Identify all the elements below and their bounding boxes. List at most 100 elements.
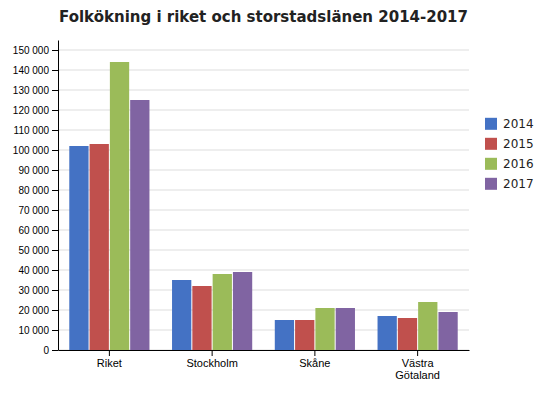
plot: 0 10 000 20 000 30 000 40 000 50 000 60 000 70 … [13, 41, 470, 382]
tick: 130 000 [13, 85, 58, 96]
tick: 0 [43, 345, 58, 356]
tick: 90 000 [18, 165, 58, 176]
bar [418, 302, 437, 350]
tick: 70 000 [18, 205, 58, 216]
tick: 110 000 [14, 125, 58, 136]
grid [58, 50, 469, 350]
bar-series [130, 100, 458, 350]
bar [110, 62, 129, 350]
axis-line [59, 350, 470, 351]
bar [90, 144, 109, 350]
legend-label: 2016 [503, 157, 534, 171]
axis-line [58, 41, 59, 351]
legend-item: 2017 [485, 177, 534, 191]
bar [233, 272, 252, 350]
tick-mark [109, 350, 110, 356]
tick-label: 0 [43, 345, 49, 356]
bars [69, 62, 457, 350]
grid-line [58, 50, 469, 51]
tick-mark [52, 70, 58, 71]
tick-label: 90 000 [18, 165, 49, 176]
legend: 2014 2015 2016 2017 [485, 117, 534, 191]
bar [275, 320, 294, 350]
tick: 20 000 [18, 305, 58, 316]
tick-mark [52, 250, 58, 251]
tick-mark [52, 290, 58, 291]
tick: 60 000 [18, 225, 58, 236]
legend-item: 2014 [485, 117, 534, 131]
tick-label: 10 000 [18, 325, 49, 336]
tick-mark [52, 310, 58, 311]
tick-mark [52, 190, 58, 191]
chart-title: Folkökning i riket och storstadslänen 20… [59, 8, 468, 26]
bar [378, 316, 397, 350]
chart: Folkökning i riket och storstadslänen 20… [0, 0, 559, 394]
tick-label: 50 000 [18, 245, 49, 256]
legend-label: 2015 [503, 137, 534, 151]
tick: 100 000 [13, 145, 58, 156]
bar [69, 146, 88, 350]
legend-swatch [485, 178, 497, 190]
tick-mark [52, 350, 58, 351]
tick: 120 000 [13, 105, 58, 116]
tick-label: 30 000 [18, 285, 49, 296]
bar [398, 318, 417, 350]
bar [213, 274, 232, 350]
tick-label: 130 000 [13, 85, 50, 96]
tick-mark [52, 130, 58, 131]
tick-label: Skåne [299, 357, 330, 369]
tick-label: VästraGötaland [395, 357, 440, 382]
bar [295, 320, 314, 350]
tick: Skåne [299, 350, 330, 369]
tick-mark [52, 110, 58, 111]
tick: 50 000 [18, 245, 58, 256]
tick-mark [52, 170, 58, 171]
tick: Stockholm [186, 350, 237, 369]
legend-swatch [485, 118, 497, 130]
tick: 10 000 [18, 325, 58, 336]
tick-mark [52, 230, 58, 231]
tick-label: 80 000 [18, 185, 49, 196]
tick-label: Riket [97, 357, 122, 369]
tick: 40 000 [18, 265, 58, 276]
tick-mark [52, 270, 58, 271]
legend-swatch [485, 138, 497, 150]
tick: 80 000 [18, 185, 58, 196]
tick-mark [52, 90, 58, 91]
tick: 30 000 [18, 285, 58, 296]
bar-series [110, 62, 438, 350]
tick: VästraGötaland [395, 350, 440, 381]
tick-label: Stockholm [186, 357, 237, 369]
bar [192, 286, 211, 350]
y-axis: 0 10 000 20 000 30 000 40 000 50 000 60 000 70 … [13, 41, 59, 356]
bar [438, 312, 457, 350]
tick-mark [417, 350, 418, 356]
legend-label: 2014 [503, 117, 534, 131]
legend-label: 2017 [503, 177, 534, 191]
bar [172, 280, 191, 350]
tick-label: 40 000 [18, 265, 49, 276]
tick-mark [52, 50, 58, 51]
bar [336, 308, 355, 350]
legend-item: 2015 [485, 137, 534, 151]
tick-label: 100 000 [13, 145, 50, 156]
bar [315, 308, 334, 350]
tick-label: 60 000 [18, 225, 49, 236]
tick: Riket [97, 350, 122, 369]
tick-label: 120 000 [13, 105, 50, 116]
tick-label: 70 000 [18, 205, 49, 216]
bar [130, 100, 149, 350]
tick-mark [314, 350, 315, 356]
tick-mark [212, 350, 213, 356]
x-axis: Riket Stockholm Skåne VästraGötaland [59, 350, 470, 381]
tick-label: 110 000 [14, 125, 50, 136]
legend-swatch [485, 158, 497, 170]
tick-mark [52, 330, 58, 331]
tick-label: 150 000 [13, 45, 50, 56]
tick-mark [52, 210, 58, 211]
tick-label: 20 000 [18, 305, 49, 316]
tick: 150 000 [13, 45, 58, 56]
tick: 140 000 [13, 65, 58, 76]
legend-item: 2016 [485, 157, 534, 171]
tick-mark [52, 150, 58, 151]
